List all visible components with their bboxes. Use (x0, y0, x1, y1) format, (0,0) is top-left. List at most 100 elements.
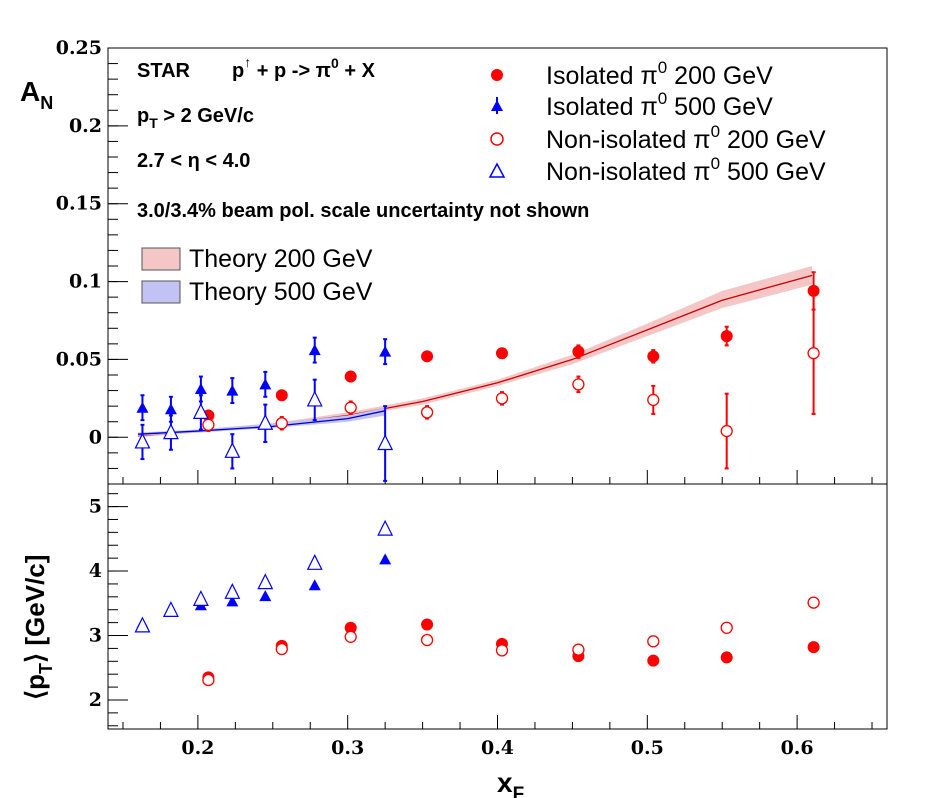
legend-label: Isolated π0 500 GeV (546, 89, 773, 121)
top-data-points (134, 271, 820, 482)
data-point (164, 403, 177, 415)
top-x-axis-ticks (122, 470, 873, 484)
data-point (720, 424, 733, 438)
data-point (257, 573, 274, 590)
data-point (379, 345, 392, 357)
data-point (226, 384, 239, 396)
x-tick-label: 0.4 (481, 737, 514, 759)
y-tick-label: 5 (89, 496, 102, 518)
data-point (495, 644, 509, 657)
data-point (572, 643, 585, 656)
legend-label: Theory 500 GeV (189, 278, 373, 306)
data-point (647, 350, 660, 363)
data-point (134, 432, 151, 449)
data-point (202, 418, 215, 431)
theory-bands (137, 266, 813, 438)
x-tick-label: 0.2 (181, 737, 214, 759)
bottom-y-axis: 2 3 4 5 (89, 493, 128, 727)
data-point (162, 423, 179, 440)
legend-item-isolated-200: Isolated π0 200 GeV (491, 58, 773, 90)
top-panel: 0 0.05 0.1 0.15 0.2 0.25 AN STAR p↑ + p -> π0… (20, 37, 888, 485)
data-point (377, 434, 394, 451)
y-tick-label: 0.25 (56, 37, 102, 59)
y-tick-label: 0.15 (56, 193, 102, 215)
data-point (807, 641, 820, 654)
y-tick-label: 0.05 (56, 348, 102, 370)
data-point (720, 330, 733, 343)
data-point (275, 642, 288, 656)
bottom-y-axis-title: ⟨pT⟩ [GeV/c] (20, 555, 56, 700)
data-point (720, 621, 733, 634)
data-point (647, 635, 660, 648)
eta-range-label: 2.7 < η < 4.0 (137, 150, 250, 172)
data-point (377, 519, 394, 536)
x-tick-label: 0.6 (781, 737, 814, 759)
data-point (647, 654, 660, 667)
data-point (162, 601, 179, 617)
data-point (572, 345, 585, 358)
legend-item-theory-200: Theory 200 GeV (141, 245, 373, 273)
legend-marker-filled-circle (491, 69, 503, 81)
data-point (202, 673, 215, 687)
legend-label: Non-isolated π0 500 GeV (546, 154, 826, 186)
legend-label: Theory 200 GeV (189, 245, 373, 273)
legend-data: Isolated π0 200 GeV Isolated π0 500 GeV … (488, 58, 826, 186)
legend-item-isolated-500: Isolated π0 500 GeV (491, 89, 773, 121)
legend-label: Isolated π0 200 GeV (546, 58, 773, 90)
polarization-note: 3.0/3.4% beam pol. scale uncertainty not… (137, 200, 589, 222)
data-point (344, 630, 357, 643)
data-point (572, 378, 585, 391)
legend-swatch-theory-200 (141, 247, 181, 271)
data-point (344, 370, 357, 383)
data-point (306, 390, 323, 407)
y-tick-label: 3 (89, 625, 102, 647)
x-tick-label: 0.5 (631, 737, 664, 759)
data-point (807, 596, 820, 609)
data-point (495, 392, 509, 405)
legend-marker-open-triangle (488, 162, 506, 178)
data-point (420, 633, 434, 647)
data-point (259, 590, 272, 602)
data-point (224, 441, 241, 458)
theory-curve (137, 410, 386, 435)
data-point (192, 403, 209, 419)
data-point (275, 417, 288, 430)
data-point (344, 401, 357, 414)
data-point (226, 595, 239, 607)
data-point (421, 350, 434, 363)
data-point (259, 378, 272, 390)
legend-item-theory-500: Theory 500 GeV (141, 278, 373, 306)
data-point (257, 413, 274, 430)
y-tick-label: 2 (89, 689, 102, 711)
legend-swatch-theory-500 (141, 280, 181, 304)
y-tick-label: 0.2 (69, 115, 102, 137)
star-label: STAR (137, 60, 191, 82)
legend-theory: Theory 200 GeV Theory 500 GeV (141, 245, 373, 306)
data-point (379, 553, 392, 565)
bottom-data-points (134, 519, 820, 687)
x-tick-label: 0.3 (331, 737, 364, 759)
data-point (807, 284, 820, 297)
top-y-axis-title: AN (20, 76, 53, 113)
data-point (136, 401, 149, 413)
y-tick-label: 4 (89, 560, 102, 582)
data-point (421, 618, 434, 631)
data-point (192, 590, 209, 607)
data-point (495, 347, 508, 360)
legend-label: Non-isolated π0 200 GeV (546, 122, 826, 154)
pt-cut-label: pT > 2 GeV/c (137, 105, 254, 131)
data-point (647, 393, 660, 407)
data-point (420, 406, 434, 419)
legend-marker-open-circle (490, 132, 504, 146)
reaction-label: p↑ + p -> π0 + X (232, 54, 376, 82)
bottom-x-axis: 0.2 0.3 0.4 0.5 0.6 (122, 715, 873, 759)
data-point (134, 616, 151, 633)
x-axis-title: xF (497, 767, 524, 798)
top-y-axis: 0 0.05 0.1 0.15 0.2 0.25 (56, 37, 128, 485)
bottom-panel: 2 3 4 5 0.2 0.3 0.4 0.5 0.6 ⟨pT⟩ [GeV/c] xF (20, 483, 888, 798)
data-point (308, 344, 321, 356)
data-point (308, 579, 321, 591)
y-tick-label: 0 (89, 426, 102, 448)
data-point (275, 389, 288, 402)
